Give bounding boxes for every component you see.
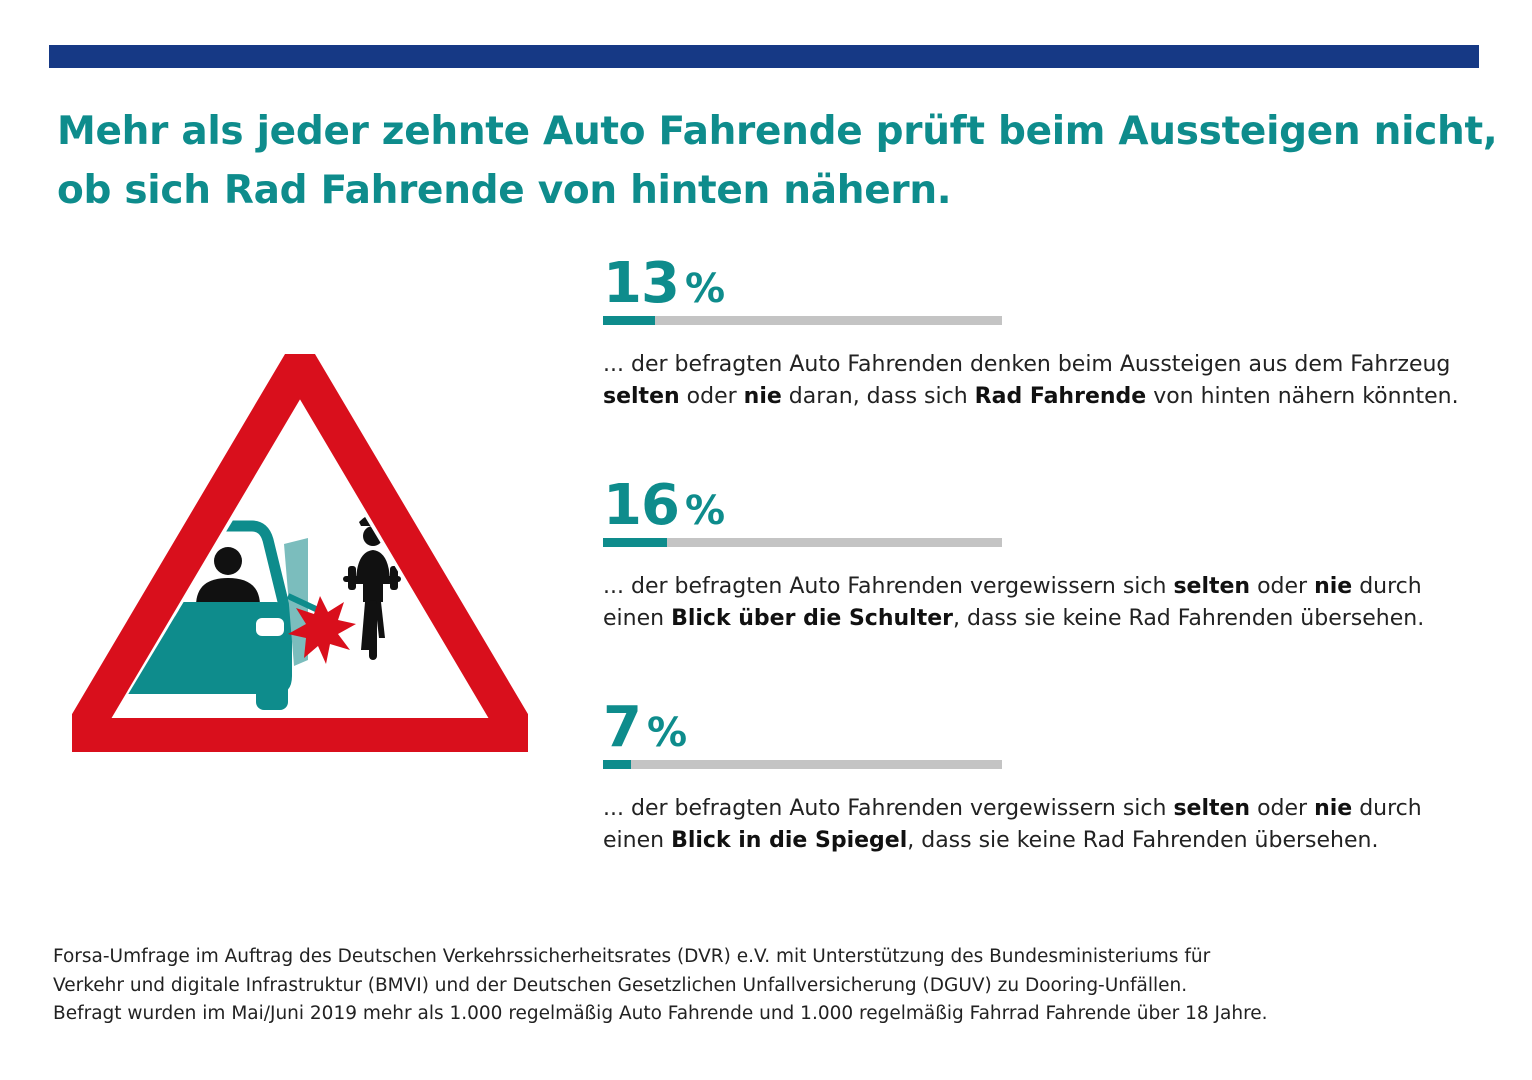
stat-unit: % <box>684 266 726 312</box>
emphasis-text: Blick in die Spiegel <box>671 827 908 853</box>
stat-block-3: 7% ... der befragten Auto Fahrenden verg… <box>603 696 1473 856</box>
emphasis-text: Blick über die Schulter <box>671 605 953 631</box>
description-text: oder <box>679 383 744 409</box>
stat-bar-fill <box>603 760 631 769</box>
headline-line-1: Mehr als jeder zehnte Auto Fahrende prüf… <box>57 109 1498 154</box>
description-text: daran, dass sich <box>781 383 975 409</box>
emphasis-text: selten <box>603 383 680 409</box>
description-text: ... der befragten Auto Fahrenden vergewi… <box>603 796 1174 821</box>
cyclist-icon <box>343 514 401 660</box>
stat-value: 13 <box>603 251 680 316</box>
stat-description: ... der befragten Auto Fahrenden vergewi… <box>603 793 1473 856</box>
stat-unit: % <box>684 488 726 534</box>
stat-bar-fill <box>603 316 655 325</box>
emphasis-text: selten <box>1173 796 1251 821</box>
footnote-line-2: Verkehr und digitale Infrastruktur (BMVI… <box>53 974 1188 996</box>
footnote: Forsa-Umfrage im Auftrag des Deutschen V… <box>53 943 1453 1029</box>
footnote-line-3: Befragt wurden im Mai/Juni 2019 mehr als… <box>53 1003 1268 1024</box>
driver-icon <box>196 547 260 606</box>
stat-bar-track <box>603 760 1002 769</box>
emphasis-text: nie <box>743 383 782 409</box>
stat-value: 7 <box>603 695 642 760</box>
description-text: ... der befragten Auto Fahrenden denken … <box>603 352 1451 377</box>
warning-triangle-icon <box>72 354 528 752</box>
stat-bar-track <box>603 538 1002 547</box>
description-text: oder <box>1250 574 1315 599</box>
emphasis-text: nie <box>1314 574 1353 599</box>
stat-percentage: 13% <box>603 252 1473 316</box>
stat-description: ... der befragten Auto Fahrenden vergewi… <box>603 571 1473 634</box>
impact-burst-icon <box>288 596 356 664</box>
description-text: , dass sie keine Rad Fahrenden übersehen… <box>953 605 1425 631</box>
description-text: durch einen <box>603 574 1422 631</box>
emphasis-text: nie <box>1314 796 1353 821</box>
stat-bar-fill <box>603 538 667 547</box>
footnote-line-1: Forsa-Umfrage im Auftrag des Deutschen V… <box>53 946 1211 967</box>
description-text: von hinten nähern könnten. <box>1146 383 1459 409</box>
description-text: ... der befragten Auto Fahrenden vergewi… <box>603 574 1174 599</box>
emphasis-text: selten <box>1173 574 1251 599</box>
description-text: durch einen <box>603 796 1422 853</box>
description-text: , dass sie keine Rad Fahrenden übersehen… <box>907 827 1379 853</box>
headline-line-2: ob sich Rad Fahrende von hinten nähern. <box>57 168 952 213</box>
emphasis-text: Rad Fahrende <box>974 383 1147 409</box>
stat-percentage: 16% <box>603 474 1473 538</box>
top-bar <box>49 45 1479 68</box>
headline: Mehr als jeder zehnte Auto Fahrende prüf… <box>57 102 1498 220</box>
stat-bar-track <box>603 316 1002 325</box>
stat-block-2: 16% ... der befragten Auto Fahrenden ver… <box>603 474 1473 634</box>
stat-unit: % <box>646 710 688 756</box>
stat-percentage: 7% <box>603 696 1473 760</box>
stat-block-1: 13% ... der befragten Auto Fahrenden den… <box>603 252 1473 412</box>
description-text: oder <box>1250 796 1315 821</box>
stat-description: ... der befragten Auto Fahrenden denken … <box>603 349 1473 412</box>
stat-value: 16 <box>603 473 680 538</box>
